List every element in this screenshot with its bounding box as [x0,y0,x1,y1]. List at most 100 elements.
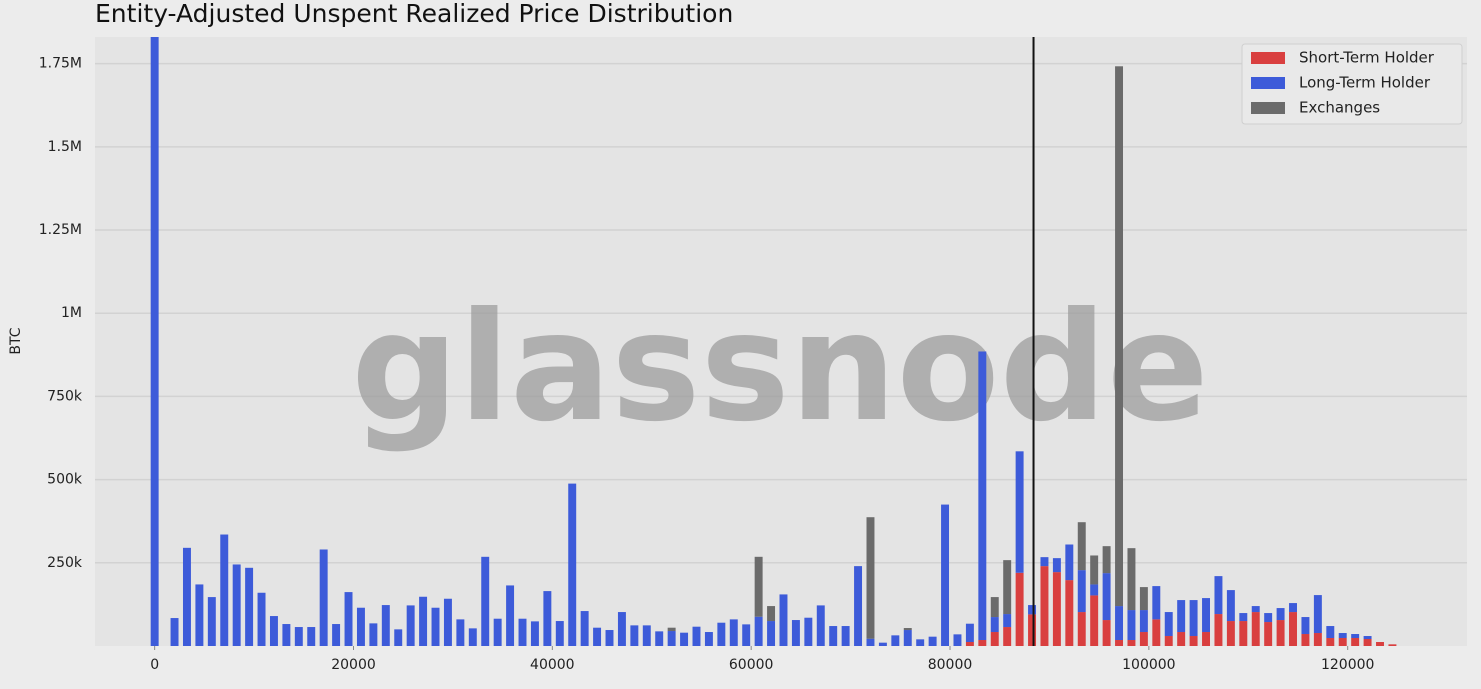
bar [394,629,403,646]
bar [854,566,863,646]
bar [928,636,937,646]
bar [1115,66,1124,607]
bar [593,627,602,646]
bar [1189,636,1198,646]
bar [1214,576,1223,615]
bar [1003,627,1012,646]
bar [655,631,664,646]
bar [978,351,987,641]
bar [543,591,552,646]
bar [1313,633,1322,646]
bar [1040,557,1049,567]
bar [506,585,515,646]
bar [1090,595,1099,646]
bar [1177,600,1186,633]
bar [1276,620,1285,646]
x-tick-label: 20000 [331,657,376,673]
bar [903,628,912,631]
bar [1003,614,1012,628]
bar [1127,610,1136,641]
bar [1177,632,1186,646]
legend-swatch [1251,77,1285,89]
legend-label: Exchanges [1299,99,1380,117]
bar [580,611,589,646]
bar [282,624,291,646]
bar [1239,613,1248,622]
bar [1239,621,1248,646]
bar [1202,632,1210,646]
bar [1289,612,1297,646]
bar [468,628,477,646]
watermark: glassnode [351,281,1209,455]
bar [1164,612,1173,637]
bar [294,627,303,646]
x-tick-label: 60000 [729,657,774,673]
bar [1077,612,1086,646]
bar [443,598,452,646]
bar [841,626,850,646]
bar [1090,584,1099,596]
bar [1052,558,1061,573]
bar [704,632,713,646]
bar [220,534,229,646]
bar [990,597,999,618]
bar [1264,613,1273,623]
bar [1251,606,1260,613]
bar [891,635,900,646]
bar [568,483,577,646]
bar [381,605,390,646]
bar [978,640,987,646]
bar [555,621,564,646]
bar [878,642,887,646]
bar [1326,638,1335,646]
bar [1313,595,1322,634]
y-tick-label: 1M [61,305,82,321]
bar [1003,560,1012,615]
bar [1115,606,1124,641]
bar [605,630,614,646]
bar [1127,548,1136,611]
bar [965,642,974,646]
bar [1028,614,1037,646]
bar [804,617,813,646]
bar [493,618,502,646]
bar [1040,566,1049,646]
legend-label: Long-Term Holder [1299,74,1431,92]
bar [916,639,925,646]
bar [245,567,254,646]
bar [195,584,204,646]
x-tick-label: 40000 [530,657,575,673]
bar [1139,632,1148,646]
bar [1338,633,1347,639]
bar [866,517,875,639]
bar [953,634,962,646]
bar [1139,587,1148,611]
y-tick-label: 750k [47,388,83,404]
bar [667,627,676,632]
y-axis-label: BTC [8,327,24,354]
x-tick-label: 80000 [928,657,973,673]
bar [1376,642,1384,646]
bar [990,617,999,633]
bar [518,618,527,646]
bar [1115,640,1124,646]
bar [1015,572,1024,646]
x-tick-label: 120000 [1321,657,1374,673]
bar [1276,608,1285,621]
bar [630,625,639,646]
legend-swatch [1251,52,1285,64]
x-tick-label: 100000 [1122,657,1175,673]
bar [1139,610,1148,633]
bar [406,605,415,646]
bar [419,596,428,646]
bar [456,619,465,646]
bar [1351,634,1360,639]
bar [990,632,999,646]
bar [1127,640,1136,646]
bar [692,626,701,646]
bar [866,638,875,646]
bar [207,597,216,646]
bar [332,624,341,646]
bar [1015,451,1024,573]
